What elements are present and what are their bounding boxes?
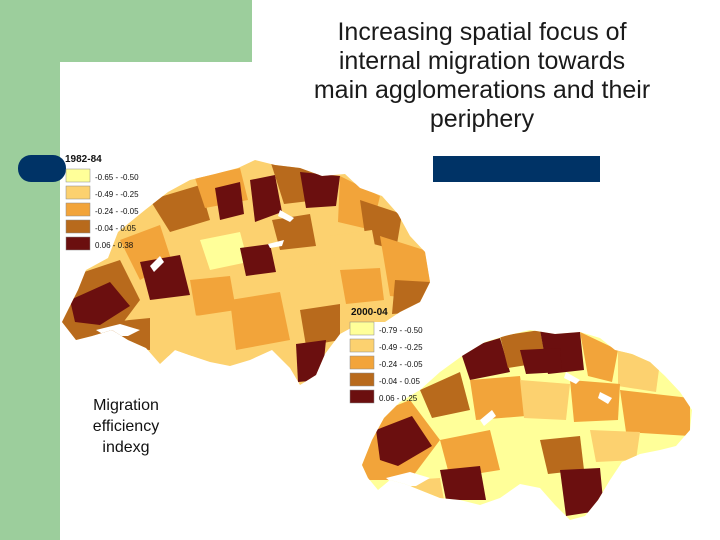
map-region [150, 185, 210, 232]
map-region [330, 230, 378, 266]
title-line: internal migration towards [338, 47, 626, 75]
lake [150, 256, 164, 272]
map-region [520, 380, 570, 420]
legend-label: -0.79 - -0.50 [379, 326, 423, 335]
lake [268, 240, 284, 248]
map-region [300, 304, 340, 346]
legend-swatch [349, 321, 375, 336]
map-region [376, 416, 432, 466]
map-region [392, 280, 430, 314]
map-region [280, 262, 336, 308]
map-region [440, 466, 486, 500]
map-region [70, 282, 130, 325]
legend-title: 1982-84 [65, 154, 102, 165]
map-region [470, 376, 526, 420]
legend-label: -0.49 - -0.25 [379, 343, 423, 352]
legend-swatch [65, 185, 91, 200]
legend-swatch [349, 355, 375, 370]
map-2000-04 [362, 330, 692, 520]
map-region [215, 182, 244, 220]
left-accent-bar [0, 0, 60, 540]
lake [480, 410, 496, 426]
title-line: Increasing spatial focus of [337, 18, 627, 46]
legend-label: -0.04 - 0.05 [95, 224, 136, 233]
map-region [296, 340, 326, 382]
map-region [540, 436, 584, 474]
legend-swatch [65, 202, 91, 217]
legend-1982-84: 1982-84 -0.65 - -0.50 -0.49 - -0.25 -0.24 … [65, 154, 139, 251]
legend-swatch [65, 219, 91, 234]
map-region [560, 468, 604, 516]
legend-2000-04: 2000-04 -0.79 - -0.50 -0.49 - -0.25 -0.24 … [349, 307, 423, 404]
map-region [420, 372, 470, 418]
lake [278, 210, 294, 222]
lake [598, 392, 612, 404]
map-region [190, 276, 236, 316]
map-region [580, 332, 618, 382]
content-corner [60, 62, 140, 142]
lake [564, 372, 580, 384]
legend-label: -0.24 - -0.05 [379, 360, 423, 369]
legend-swatch [349, 372, 375, 387]
legend-swatch [349, 338, 375, 353]
legend-label: -0.65 - -0.50 [95, 173, 139, 182]
map-caption: Migration efficiency indexg [80, 395, 172, 458]
map-region [200, 232, 248, 270]
title-underline-bar [433, 156, 600, 182]
map-region [620, 390, 690, 436]
caption-line: indexg [102, 439, 150, 456]
legend-label: -0.04 - 0.05 [379, 377, 420, 386]
caption-line: efficiency [92, 418, 160, 435]
legend-label: 0.06 - 0.25 [379, 394, 418, 403]
title-line: main agglomerations and their [313, 76, 651, 104]
title-line: periphery [429, 105, 535, 133]
map-region [250, 175, 282, 222]
map-region [590, 430, 640, 462]
map-region [230, 292, 290, 350]
map-region [300, 172, 340, 208]
map-region [240, 244, 276, 276]
map-region [520, 348, 562, 374]
map-region [618, 350, 660, 392]
map-region [340, 268, 384, 304]
slide-title: Increasing spatial focus of internal mig… [262, 18, 702, 134]
top-accent-block [0, 0, 252, 62]
legend-label: 0.06 - 0.38 [95, 241, 134, 250]
legend-label: -0.24 - -0.05 [95, 207, 139, 216]
map-region [440, 430, 500, 478]
map-region [570, 380, 620, 422]
legend-swatch [349, 389, 375, 404]
map-region [160, 310, 200, 356]
legend-title: 2000-04 [351, 307, 388, 318]
legend-label: -0.49 - -0.25 [95, 190, 139, 199]
legend-swatch [65, 168, 91, 183]
map-1982-84 [62, 160, 430, 385]
legend-swatch [65, 236, 91, 251]
caption-line: Migration [93, 397, 159, 414]
bullet-pill [18, 155, 66, 182]
